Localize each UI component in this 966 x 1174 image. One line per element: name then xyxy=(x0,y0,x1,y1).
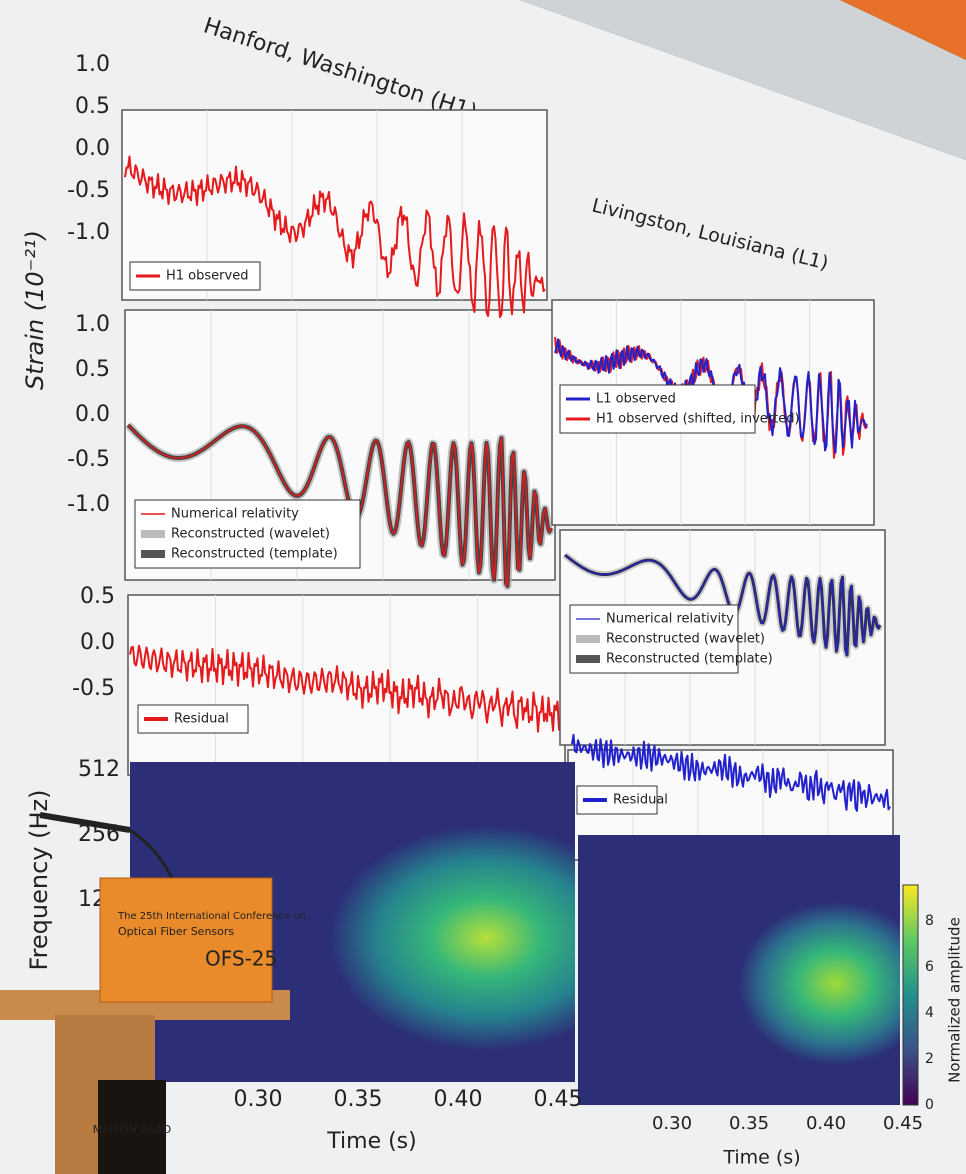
x-tick-label: 0.40 xyxy=(806,1113,846,1134)
x-tick-label: 0.40 xyxy=(434,1087,483,1112)
x-tick-label: 0.30 xyxy=(652,1113,692,1134)
waveform xyxy=(129,644,563,733)
y-tick-label: 0.5 xyxy=(80,584,115,609)
sign-line2: Optical Fiber Sensors xyxy=(118,925,234,938)
colorbar-tick-label: 2 xyxy=(925,1051,934,1067)
x-axis-label: Time (s) xyxy=(722,1147,800,1169)
colorbar xyxy=(902,884,919,1106)
legend-label: Residual xyxy=(174,712,229,727)
x-tick-label: 0.45 xyxy=(534,1087,583,1112)
y-tick-label: 1.0 xyxy=(75,52,110,77)
y-tick-label: 0.5 xyxy=(75,357,110,382)
legend-label: H1 observed (shifted, inverted) xyxy=(596,412,800,427)
light xyxy=(840,0,966,60)
y-tick-label: 0.0 xyxy=(75,136,110,161)
legend-label: H1 observed xyxy=(166,269,248,284)
y-axis-label: Frequency (Hz) xyxy=(25,790,53,971)
waveform xyxy=(124,155,546,318)
colorbar-label: Normalized amplitude xyxy=(946,917,964,1083)
y-tick-label: -0.5 xyxy=(72,676,115,701)
x-tick-label: 0.35 xyxy=(334,1087,383,1112)
podium: The 25th International Conference on Opt… xyxy=(0,812,306,1174)
screen-frame xyxy=(520,0,966,160)
legend-label: Residual xyxy=(613,793,668,808)
x-tick-label: 0.30 xyxy=(234,1087,283,1112)
y-tick-label: 0.0 xyxy=(75,402,110,427)
waveform xyxy=(564,554,881,656)
colorbar-tick-label: 4 xyxy=(925,1005,934,1021)
sign-logo: OFS-25 xyxy=(205,947,277,971)
legend xyxy=(559,384,756,434)
y-tick-label: -1.0 xyxy=(67,220,110,245)
y-axis-label: Strain (10⁻²¹) xyxy=(21,230,49,390)
waveform xyxy=(127,424,552,587)
x-tick-label: 0.35 xyxy=(729,1113,769,1134)
y-tick-label: 1.0 xyxy=(75,312,110,337)
y-tick-label: 0.5 xyxy=(75,94,110,119)
y-tick-label: 0.0 xyxy=(80,630,115,655)
legend-label: Numerical relativity xyxy=(171,507,299,522)
x-axis-label: Time (s) xyxy=(326,1129,416,1154)
y-tick-label: -0.5 xyxy=(67,447,110,472)
legend-label: Reconstructed (template) xyxy=(606,652,773,667)
sign-line1: The 25th International Conference on xyxy=(117,911,306,922)
podium-brand: MAISON GLAD xyxy=(93,1123,172,1136)
colorbar-tick-label: 0 xyxy=(925,1097,934,1113)
x-tick-label: 0.45 xyxy=(883,1113,923,1134)
colorbar-tick-label: 8 xyxy=(925,913,934,929)
waveform xyxy=(571,733,891,812)
podium-sign xyxy=(99,877,273,1003)
podium-panel xyxy=(98,1080,166,1174)
legend-label: L1 observed xyxy=(596,392,676,407)
y-tick-label: 512 xyxy=(78,757,120,782)
legend-label: Reconstructed (wavelet) xyxy=(606,632,765,647)
legend-label: Reconstructed (template) xyxy=(171,547,338,562)
spectrogram-glow xyxy=(578,835,900,1105)
microphone xyxy=(39,812,131,833)
y-tick-label: -0.5 xyxy=(67,178,110,203)
legend xyxy=(134,499,361,569)
y-tick-label: -1.0 xyxy=(67,492,110,517)
legend-label: Reconstructed (wavelet) xyxy=(171,527,330,542)
legend-label: Numerical relativity xyxy=(606,612,734,627)
colorbar-tick-label: 6 xyxy=(925,959,934,975)
waveform xyxy=(554,338,868,454)
